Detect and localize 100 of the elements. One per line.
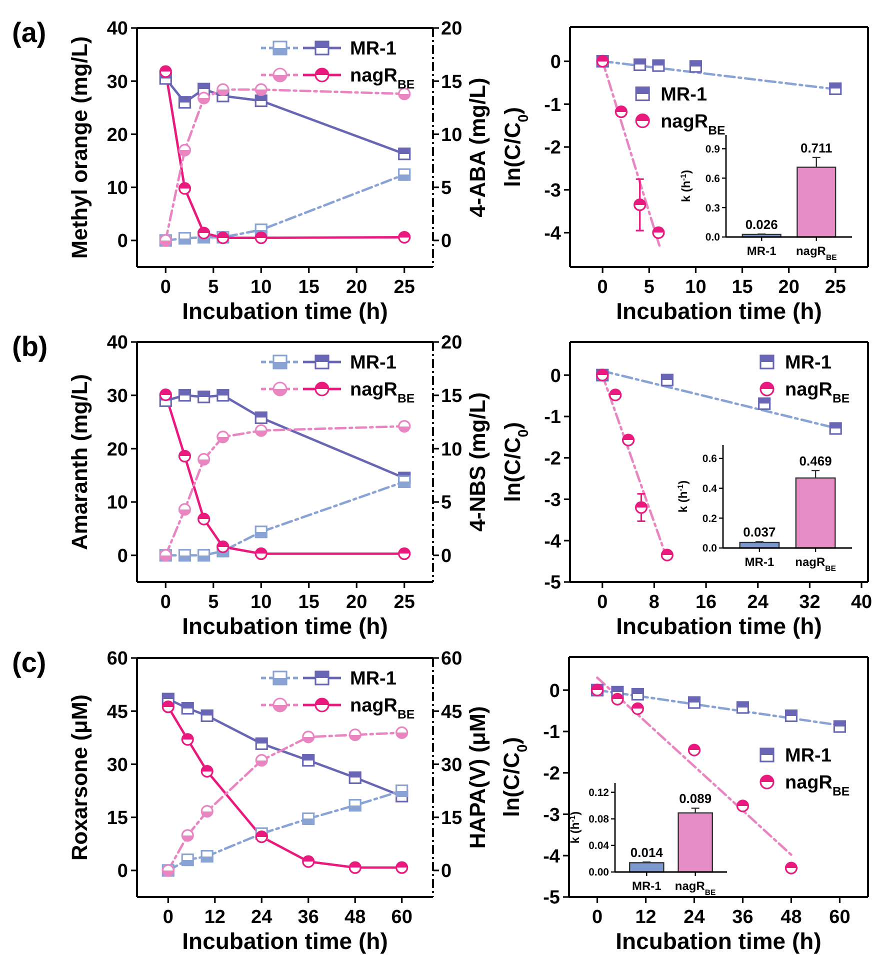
y2-tick-label: 30: [441, 754, 462, 776]
y-tick-label: 0.0: [702, 542, 718, 555]
x-tick-label: 16: [695, 592, 717, 613]
y-tick-label: 10: [106, 492, 128, 514]
y-tick-label: 0.08: [588, 814, 610, 826]
y-tick-label: -3: [544, 180, 561, 202]
y-tick-label: -4: [544, 531, 562, 552]
y-axis-title: Methyl orange (mg/L): [67, 36, 92, 259]
x-tick-label: 8: [648, 592, 660, 613]
y-tick-label: 40: [106, 332, 128, 354]
legend-label: MR-1: [785, 746, 832, 767]
y2-tick-label: 15: [441, 808, 463, 829]
x-tick-label: 25: [394, 592, 416, 613]
x-tick-label: 5: [208, 592, 220, 613]
data-label: 0.014: [630, 845, 664, 860]
y-tick-label: 10: [106, 178, 128, 199]
y2-tick-label: 15: [441, 72, 463, 93]
y-tick-label: 0.12: [588, 786, 610, 799]
x-tick-label: 24: [251, 907, 273, 928]
y2-tick-label: 5: [441, 178, 452, 199]
y2-tick-label: 10: [441, 124, 462, 146]
x-tick-label: 10: [250, 592, 272, 613]
y-tick-label: 30: [106, 386, 128, 407]
y-tick-label: 0.4: [702, 482, 718, 495]
x-tick-label: 20: [778, 277, 800, 298]
y-tick-label: -1: [544, 94, 562, 116]
y-tick-label: 0.00: [588, 866, 610, 879]
data-label: 0.026: [745, 217, 778, 232]
y-tick-label: 30: [106, 72, 128, 93]
y-tick-label: -3: [544, 490, 561, 511]
y-tick-label: -2: [544, 448, 561, 470]
data-label: 0.711: [800, 140, 832, 156]
x-tick-label: 24: [747, 592, 769, 613]
data-label: 0.089: [679, 791, 712, 806]
legend-label: nagR$_{BE}$: [785, 772, 850, 799]
y2-axis-title: 4-NBS (mg/L): [465, 392, 490, 532]
x-tick-label: 0: [160, 592, 171, 613]
y-tick-label: 0: [550, 366, 561, 387]
x-tick-label: 5: [208, 277, 220, 298]
y-tick-label: 20: [106, 124, 128, 146]
x-tick-label: 25: [394, 277, 416, 298]
x-tick-label: 24: [684, 907, 706, 928]
legend-label: MR-1: [785, 352, 832, 374]
x-tick-label: 40: [850, 592, 872, 613]
x-axis-title: Incubation time (h): [182, 298, 388, 324]
x-tick-label: 5: [644, 277, 655, 298]
legend-label: MR-1: [660, 84, 708, 106]
y-tick-label: 0: [117, 861, 128, 882]
x-tick-label: 48: [780, 907, 802, 928]
legend-label: nagR$_{BE}$: [350, 696, 415, 722]
legend-label: MR-1: [350, 38, 397, 60]
y-tick-label: 0.0: [705, 232, 720, 244]
x-axis-title: Incubation time (h): [182, 613, 388, 639]
y2-tick-label: 0: [441, 861, 452, 882]
y-tick-label: 15: [106, 808, 128, 829]
y-tick-label: 0: [550, 52, 561, 73]
text: (b): [12, 331, 48, 362]
y-tick-label: 0.6: [705, 172, 720, 185]
y-tick-label: 0.04: [588, 840, 610, 852]
y2-axis-title: HAPA(V) (μM): [465, 706, 490, 849]
x-axis-title: Incubation time (h): [182, 928, 388, 954]
x-tick-label: 0: [162, 907, 174, 928]
x-tick-label: 15: [298, 592, 320, 613]
y-tick-label: 0.2: [702, 512, 718, 525]
x-tick-label: 15: [732, 277, 754, 298]
y2-tick-label: 10: [441, 439, 462, 460]
legend-label: MR-1: [350, 668, 397, 690]
y2-tick-label: 15: [441, 386, 463, 407]
y-tick-label: 40: [106, 18, 128, 40]
y-axis-title: Roxarsone (μM): [67, 694, 92, 861]
x-tick-label: 60: [829, 907, 850, 928]
x-tick-label: 60: [391, 907, 412, 928]
data-label: 0.469: [799, 454, 832, 469]
y-tick-label: -2: [544, 138, 561, 159]
y-tick-label: -3: [543, 804, 560, 826]
y-tick-label: -1: [543, 722, 560, 744]
y-tick-label: -1: [544, 407, 562, 428]
x-tick-label: 36: [298, 907, 319, 928]
y2-tick-label: 20: [441, 18, 462, 40]
y-axis-title: Amaranth (mg/L): [67, 374, 92, 550]
y-tick-label: -5: [543, 888, 560, 909]
x-tick-label: 48: [344, 907, 366, 928]
x-tick-label: 36: [732, 907, 754, 928]
y-tick-label: -4: [543, 846, 560, 868]
text: (a): [12, 17, 46, 48]
y-tick-label: 30: [106, 754, 128, 776]
y-tick-label: 45: [106, 702, 128, 723]
x-tick-label: 12: [204, 907, 226, 928]
legend-label: nagR$_{BE}$: [350, 66, 415, 92]
y-tick-label: 60: [106, 648, 128, 670]
y-tick-label: 0.9: [705, 143, 720, 156]
y-tick-label: 20: [106, 439, 128, 460]
y-tick-label: -2: [543, 764, 560, 785]
x-tick-label: 0: [160, 277, 171, 298]
y2-tick-label: 45: [441, 702, 463, 723]
x-axis-title: Incubation time (h): [616, 928, 822, 954]
y-tick-label: 0.6: [702, 453, 718, 466]
y-tick-label: 0.3: [705, 202, 720, 214]
x-tick-label: 10: [250, 277, 272, 298]
y-tick-label: -4: [544, 223, 562, 244]
